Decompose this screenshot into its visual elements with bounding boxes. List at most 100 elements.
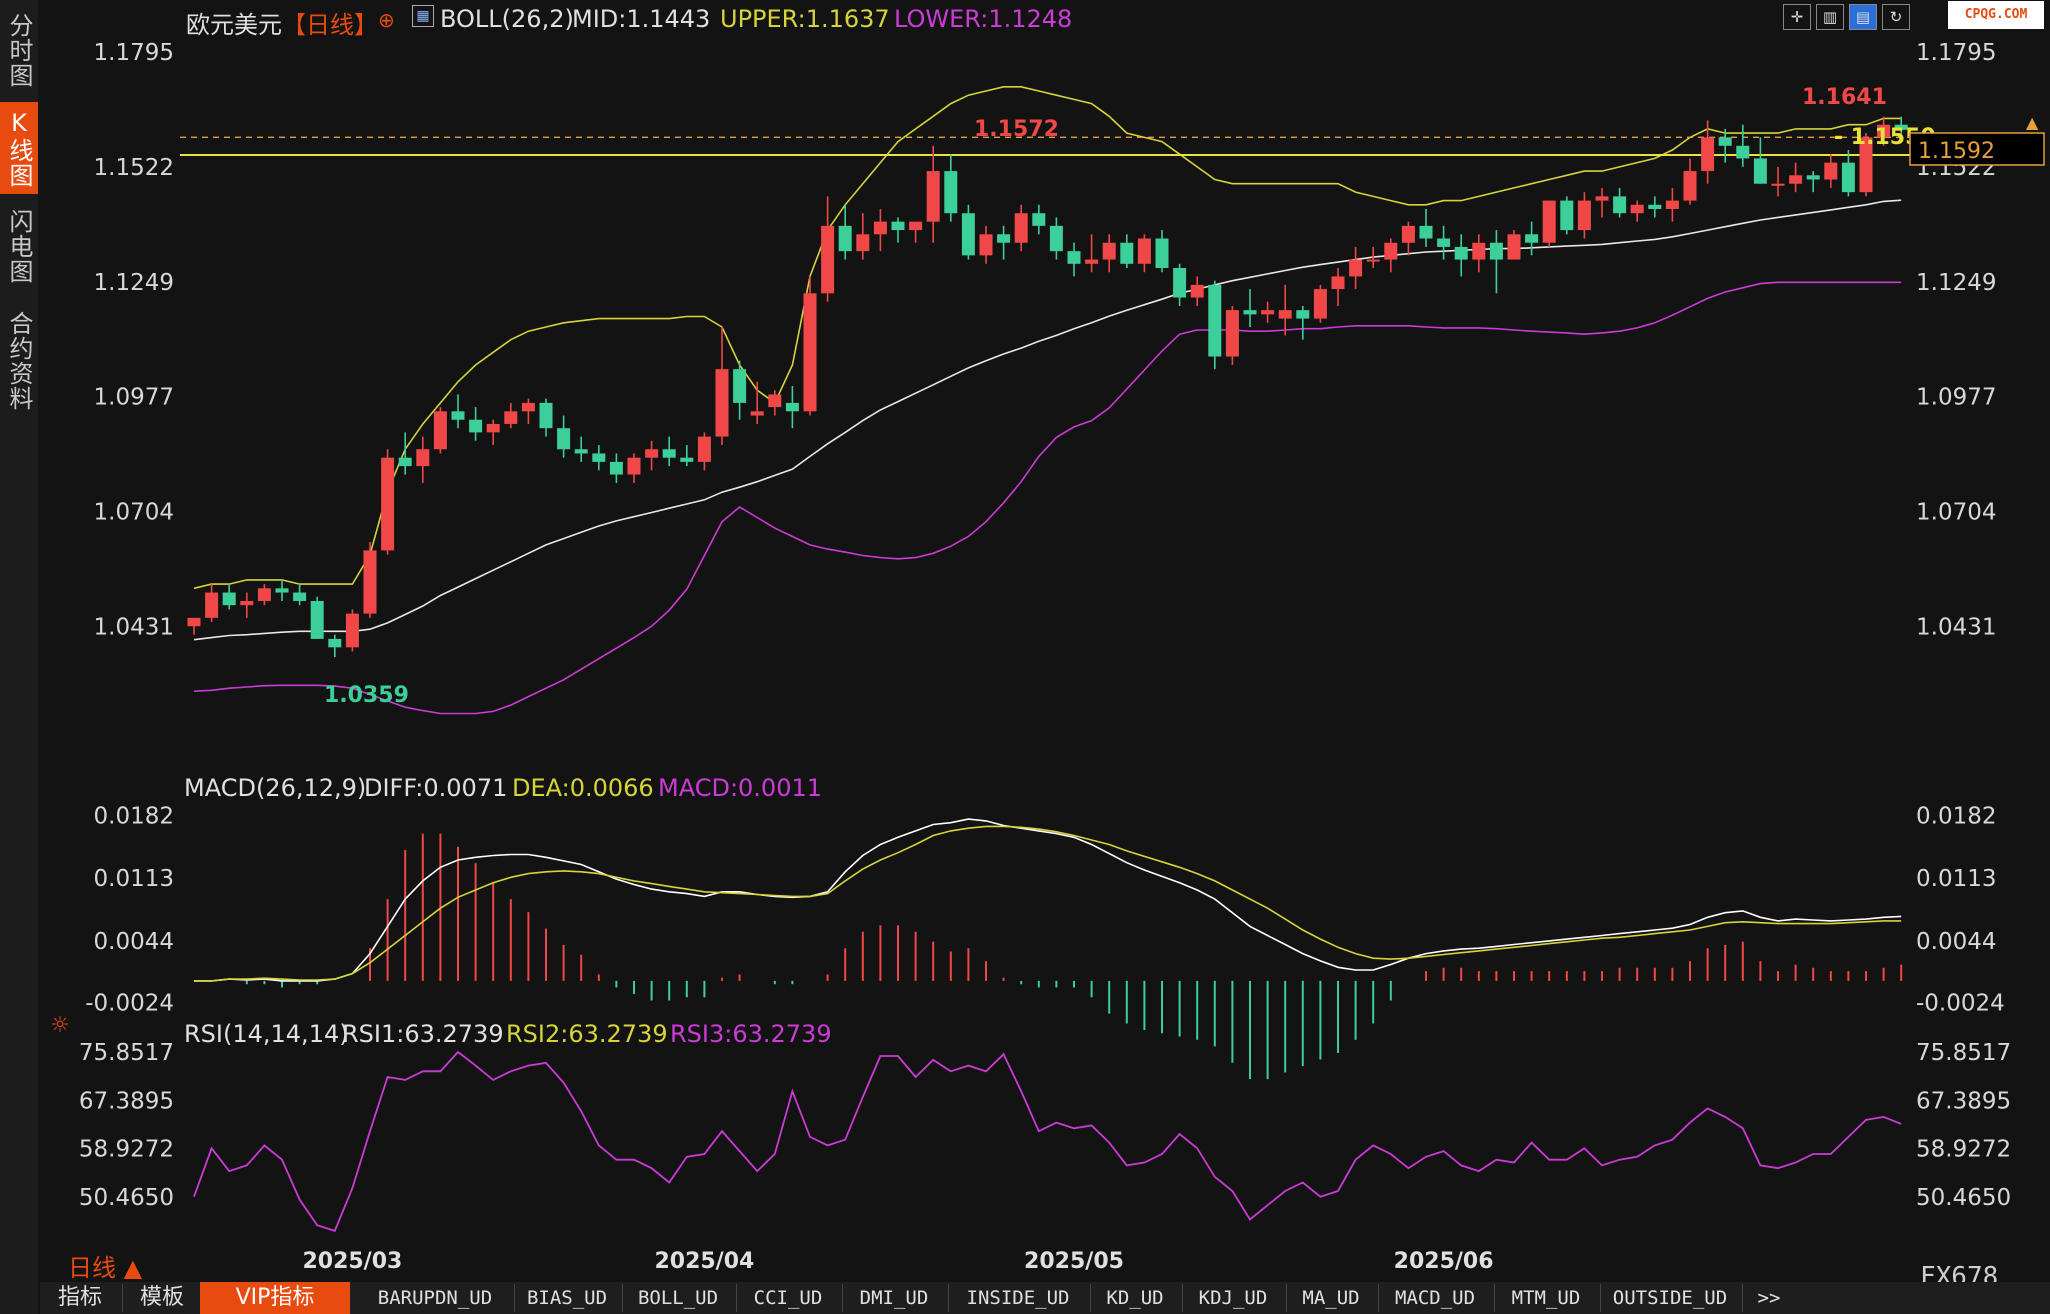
candle-body <box>768 394 782 408</box>
candle-body <box>398 457 412 467</box>
macd-dea-line <box>194 825 1902 982</box>
candle-body <box>1877 124 1891 138</box>
boll-lower-value: LOWER:1.1248 <box>894 5 1073 33</box>
candle-body <box>1824 162 1838 180</box>
candle-body <box>1472 242 1486 260</box>
sun-icon[interactable]: ☼ <box>50 1013 70 1038</box>
tab-dmi[interactable]: DMI_UD <box>859 1287 929 1309</box>
candle-body <box>521 402 535 412</box>
rsi1-value: RSI1:63.2739 <box>342 1020 504 1048</box>
tab-kd[interactable]: KD_UD <box>1106 1287 1164 1309</box>
period-selector[interactable]: 日线 ▲ <box>68 1254 143 1282</box>
candle-body <box>1137 238 1151 264</box>
tab-vip-indicators[interactable]: VIP指标 <box>200 1282 350 1314</box>
candle-body <box>205 592 219 618</box>
candle-toggle-icon[interactable]: ▥ <box>1816 4 1844 30</box>
tab-indicators[interactable]: 指标 <box>57 1285 102 1310</box>
brand-logo: CPQG.COM <box>1948 1 2044 29</box>
macd-ytick-left: 0.0182 <box>94 803 174 829</box>
candle-body <box>1648 204 1662 210</box>
tab-more[interactable]: >> <box>1757 1287 1781 1309</box>
macd-label: MACD(26,12,9) <box>184 774 367 802</box>
candle-body <box>1489 242 1503 260</box>
boll-upper-value: UPPER:1.1637 <box>720 5 890 33</box>
tab-macd[interactable]: MACD_UD <box>1394 1287 1476 1309</box>
candle-body <box>838 225 852 252</box>
tab-kdj[interactable]: KDJ_UD <box>1198 1287 1268 1309</box>
tab-barupdn[interactable]: BARUPDN_UD <box>377 1287 493 1309</box>
rsi-ytick-right: 50.4650 <box>1916 1185 2011 1211</box>
period-tag[interactable]: 【日线】 <box>282 11 378 39</box>
tab-kline[interactable]: K线图 <box>0 102 38 194</box>
tab-templates[interactable]: 模板 <box>139 1285 184 1310</box>
x-tick-label: 2025/06 <box>1394 1249 1494 1274</box>
candle-body <box>416 449 430 467</box>
indicator-settings-icon[interactable]: ▦ <box>412 5 434 27</box>
chart-type-icon[interactable]: ▤ <box>1849 4 1877 30</box>
macd-diff-line <box>194 818 1902 982</box>
candle-body <box>1032 213 1046 226</box>
price-ytick-left: 1.1522 <box>94 155 174 181</box>
candle-body <box>997 234 1011 243</box>
candle-body <box>1718 137 1732 146</box>
candle-body <box>891 221 905 231</box>
candle-body <box>1278 310 1292 319</box>
tab-inside[interactable]: INSIDE_UD <box>966 1287 1070 1309</box>
rsi3-value: RSI3:63.2739 <box>670 1020 832 1048</box>
candle-body <box>1525 234 1539 243</box>
candle-body <box>1630 204 1644 214</box>
candle-body <box>1683 171 1697 201</box>
last-high-annotation: 1.1641 <box>1802 85 1887 110</box>
candle-body <box>328 638 342 648</box>
last-price-label: 1.1592 <box>1918 139 1995 164</box>
symbol-title: 欧元美元 <box>186 11 282 39</box>
candle-body <box>592 453 606 462</box>
price-ytick-left: 1.1795 <box>94 40 174 66</box>
crosshair-icon[interactable]: ✛ <box>1783 4 1811 30</box>
tab-cci[interactable]: CCI_UD <box>753 1287 823 1309</box>
price-ytick-left: 1.0431 <box>94 615 174 641</box>
candle-body <box>363 550 377 614</box>
candle-body <box>257 588 271 601</box>
x-tick-label: 2025/04 <box>654 1249 754 1274</box>
tab-timeshare[interactable]: 分时图 <box>5 12 33 88</box>
candle-body <box>733 369 747 403</box>
candle-body <box>504 411 518 424</box>
candle-body <box>557 428 571 450</box>
tab-bias[interactable]: BIAS_UD <box>526 1287 608 1309</box>
candle-body <box>1771 183 1785 186</box>
macd-ytick-left: 0.0113 <box>94 866 174 892</box>
tab-flash-chart[interactable]: 闪电图 <box>5 208 33 284</box>
last-price-arrow-icon: ▲ <box>2026 113 2039 132</box>
candle-body <box>680 457 694 462</box>
circle-plus-icon[interactable]: ⊕ <box>378 8 395 32</box>
candle-body <box>821 225 835 294</box>
candle-body <box>1401 225 1415 243</box>
candle-body <box>1120 242 1134 264</box>
macd-ytick-left: -0.0024 <box>85 991 174 1017</box>
replay-icon[interactable]: ↻ <box>1882 4 1910 30</box>
tab-mtm[interactable]: MTM_UD <box>1511 1287 1581 1309</box>
macd-diff-value: DIFF:0.0071 <box>364 774 508 802</box>
low-annotation: 1.0359 <box>324 683 409 708</box>
candle-body <box>1560 200 1574 231</box>
tab-boll[interactable]: BOLL_UD <box>637 1287 719 1309</box>
candle-body <box>1014 213 1028 243</box>
candle-body <box>1542 200 1556 243</box>
tab-ma[interactable]: MA_UD <box>1302 1287 1360 1309</box>
candle-body <box>1384 242 1398 260</box>
candle-body <box>856 234 870 252</box>
price-ytick-right: 1.1795 <box>1916 40 1996 66</box>
price-ytick-left: 1.0977 <box>94 385 174 411</box>
rsi2-value: RSI2:63.2739 <box>506 1020 668 1048</box>
tab-contract-info[interactable]: 合约资料 <box>5 311 33 411</box>
tab-outside[interactable]: OUTSIDE_UD <box>1612 1287 1728 1309</box>
candle-body <box>1859 137 1873 193</box>
candle-body <box>222 592 236 606</box>
candle-body <box>1613 196 1627 214</box>
last-price-box <box>1909 132 2045 166</box>
candle-body <box>803 293 817 412</box>
candle-body <box>1155 238 1169 269</box>
candle-body <box>645 449 659 458</box>
